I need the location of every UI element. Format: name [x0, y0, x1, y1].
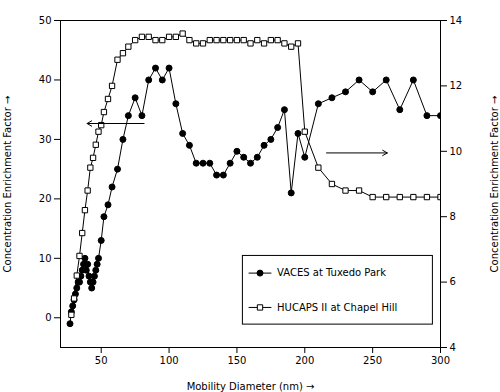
svg-text:8: 8	[450, 211, 456, 222]
svg-text:0: 0	[45, 312, 51, 323]
svg-text:4: 4	[450, 342, 456, 353]
svg-text:200: 200	[295, 355, 314, 366]
svg-text:100: 100	[160, 355, 179, 366]
svg-text:12: 12	[450, 80, 463, 91]
svg-text:HUCAPS II at Chapel Hill: HUCAPS II at Chapel Hill	[277, 302, 397, 313]
svg-text:VACES at Tuxedo Park: VACES at Tuxedo Park	[277, 267, 386, 278]
svg-text:50: 50	[95, 355, 108, 366]
svg-text:30: 30	[39, 134, 52, 145]
svg-text:14: 14	[450, 15, 463, 26]
svg-text:10: 10	[450, 146, 463, 157]
svg-text:10: 10	[39, 253, 52, 264]
svg-text:40: 40	[39, 74, 52, 85]
svg-text:300: 300	[431, 355, 450, 366]
svg-text:6: 6	[450, 276, 456, 287]
svg-text:20: 20	[39, 193, 52, 204]
svg-text:150: 150	[227, 355, 246, 366]
svg-text:250: 250	[363, 355, 382, 366]
svg-text:Concentration Enrichment Facto: Concentration Enrichment Factor →	[489, 96, 500, 273]
svg-text:Concentration Enrichment Facto: Concentration Enrichment Factor →	[2, 96, 13, 273]
svg-text:Mobility Diameter (nm) →: Mobility Diameter (nm) →	[187, 381, 315, 392]
svg-text:50: 50	[39, 15, 52, 26]
